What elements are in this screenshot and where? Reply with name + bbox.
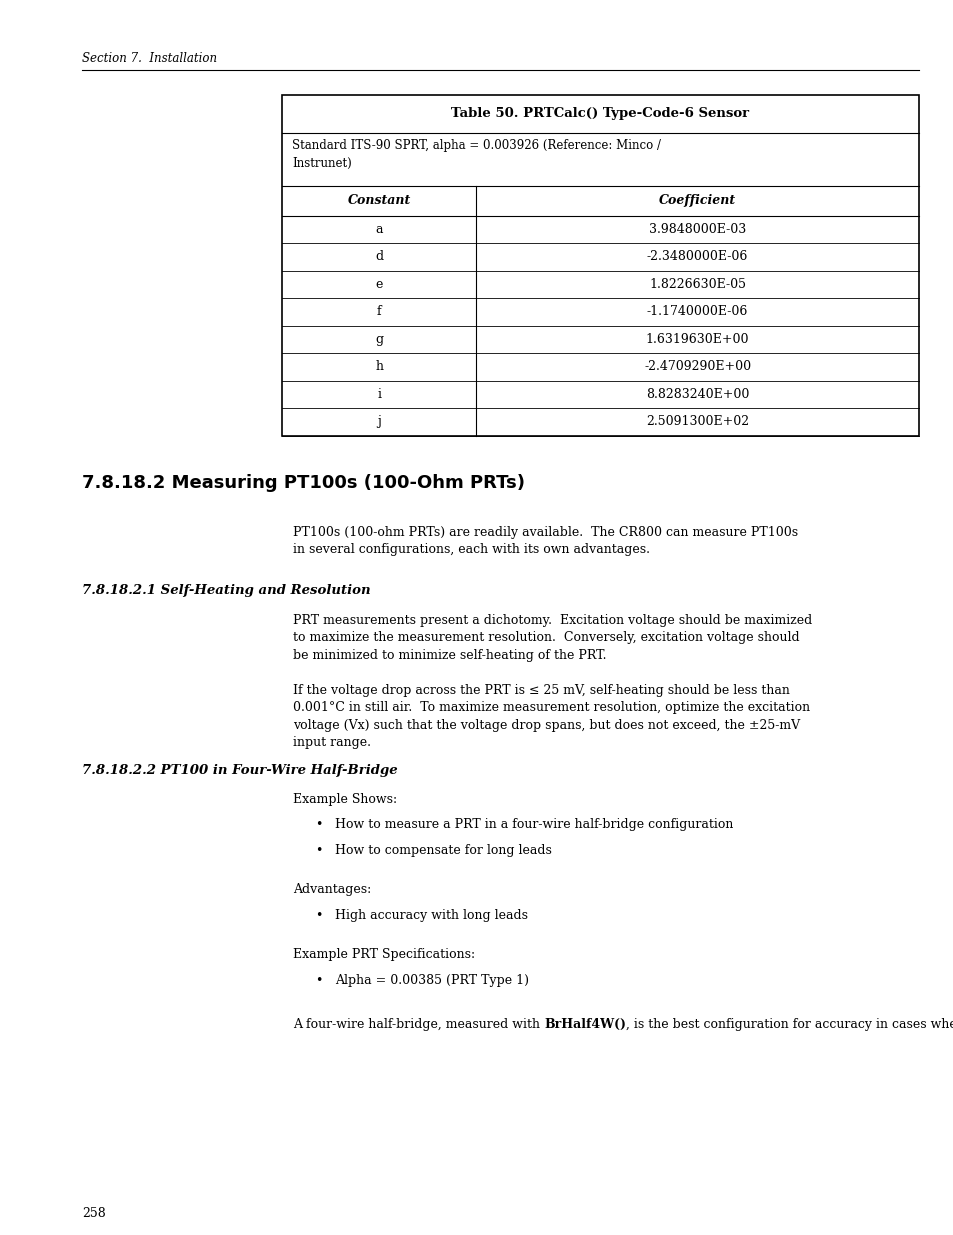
Text: BrHalf4W(): BrHalf4W() <box>543 1018 625 1031</box>
Text: e: e <box>375 278 382 290</box>
Text: 258: 258 <box>82 1207 106 1220</box>
Text: Example PRT Specifications:: Example PRT Specifications: <box>293 948 475 961</box>
Text: 8.8283240E+00: 8.8283240E+00 <box>645 388 748 400</box>
Text: -1.1740000E-06: -1.1740000E-06 <box>646 305 747 319</box>
Bar <box>282 95 918 436</box>
Text: •: • <box>314 973 322 987</box>
Text: a: a <box>375 222 382 236</box>
Text: , is the best configuration for accuracy in cases where the PRT is separated fro: , is the best configuration for accuracy… <box>625 1018 953 1031</box>
Text: How to compensate for long leads: How to compensate for long leads <box>335 844 551 857</box>
Text: d: d <box>375 251 383 263</box>
Text: 2.5091300E+02: 2.5091300E+02 <box>645 415 748 429</box>
Text: 1.6319630E+00: 1.6319630E+00 <box>645 332 749 346</box>
Text: High accuracy with long leads: High accuracy with long leads <box>335 909 527 921</box>
Text: Constant: Constant <box>347 194 411 207</box>
Text: Alpha = 0.00385 (PRT Type 1): Alpha = 0.00385 (PRT Type 1) <box>335 973 529 987</box>
Text: Standard ITS-90 SPRT, alpha = 0.003926 (Reference: Minco /
Instrunet): Standard ITS-90 SPRT, alpha = 0.003926 (… <box>292 140 660 169</box>
Text: f: f <box>376 305 381 319</box>
Text: Coefficient: Coefficient <box>659 194 736 207</box>
Text: 7.8.18.2 Measuring PT100s (100-Ohm PRTs): 7.8.18.2 Measuring PT100s (100-Ohm PRTs) <box>82 473 524 492</box>
Text: 7.8.18.2.1 Self-Heating and Resolution: 7.8.18.2.1 Self-Heating and Resolution <box>82 583 370 597</box>
Text: h: h <box>375 361 383 373</box>
Text: 1.8226630E-05: 1.8226630E-05 <box>648 278 745 290</box>
Text: How to measure a PRT in a four-wire half-bridge configuration: How to measure a PRT in a four-wire half… <box>335 818 733 831</box>
Text: PRT measurements present a dichotomy.  Excitation voltage should be maximized
to: PRT measurements present a dichotomy. Ex… <box>293 614 811 662</box>
Text: •: • <box>314 909 322 921</box>
Text: Table 50. PRTCalc() Type-Code-6 Sensor: Table 50. PRTCalc() Type-Code-6 Sensor <box>451 107 749 120</box>
Text: Section 7.  Installation: Section 7. Installation <box>82 52 217 65</box>
Text: Example Shows:: Example Shows: <box>293 793 396 805</box>
Text: i: i <box>376 388 381 400</box>
Text: g: g <box>375 332 383 346</box>
Text: •: • <box>314 844 322 857</box>
Text: 7.8.18.2.2 PT100 in Four-Wire Half-Bridge: 7.8.18.2.2 PT100 in Four-Wire Half-Bridg… <box>82 763 397 777</box>
Text: -2.4709290E+00: -2.4709290E+00 <box>643 361 750 373</box>
Text: If the voltage drop across the PRT is ≤ 25 mV, self-heating should be less than
: If the voltage drop across the PRT is ≤ … <box>293 683 809 748</box>
Text: 3.9848000E-03: 3.9848000E-03 <box>648 222 745 236</box>
Text: •: • <box>314 818 322 831</box>
Text: Advantages:: Advantages: <box>293 883 371 897</box>
Text: A four-wire half-bridge, measured with: A four-wire half-bridge, measured with <box>293 1018 543 1031</box>
Text: j: j <box>376 415 380 429</box>
Text: PT100s (100-ohm PRTs) are readily available.  The CR800 can measure PT100s
in se: PT100s (100-ohm PRTs) are readily availa… <box>293 526 798 556</box>
Text: -2.3480000E-06: -2.3480000E-06 <box>646 251 747 263</box>
